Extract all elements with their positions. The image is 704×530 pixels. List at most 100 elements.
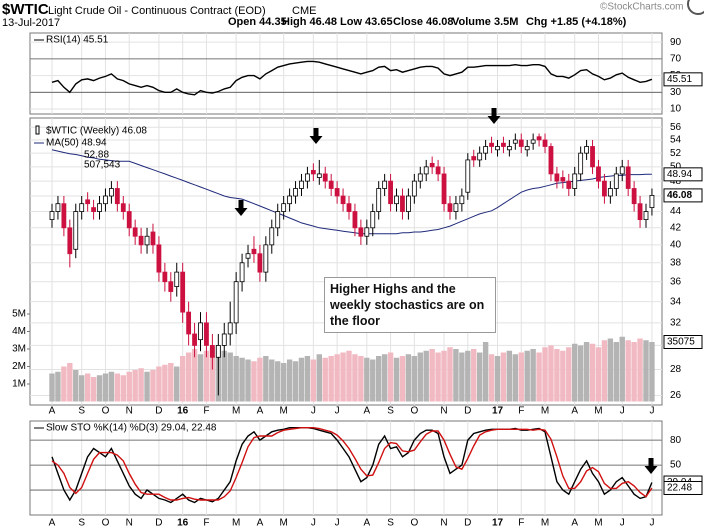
price-last-box <box>663 188 703 203</box>
candle-body <box>382 180 388 189</box>
volume-bar <box>275 361 281 402</box>
volume-bar <box>55 371 61 402</box>
ma-legend: MA(50) 48.94 <box>46 138 107 149</box>
volume-bar <box>352 354 358 402</box>
candle-body <box>97 203 102 212</box>
candle-body <box>400 195 405 212</box>
x-tick-label: D <box>464 406 471 417</box>
candle-body <box>245 253 251 259</box>
x-tick-label: N <box>440 518 447 529</box>
candle-body <box>483 146 489 154</box>
ma-last-label-box <box>663 167 703 182</box>
volume-bar <box>583 342 590 402</box>
candle-body <box>180 271 186 313</box>
candle-body <box>441 173 447 205</box>
x-tick-label: J <box>335 518 340 529</box>
volume-bar <box>316 354 322 402</box>
volume-bar <box>150 370 156 402</box>
quote-item: Close 46.08 <box>393 16 454 28</box>
volume-bar <box>292 361 299 402</box>
volume-tick-label: 1M <box>12 379 26 390</box>
candle-body <box>536 136 542 141</box>
y-tick-label: 90 <box>670 37 682 48</box>
candle-body <box>518 139 524 147</box>
candle-body <box>364 227 370 237</box>
annotation-box: Higher Highs and the weekly stochastics … <box>324 277 496 333</box>
y-tick-label: 70 <box>670 54 682 65</box>
volume-bar <box>471 349 477 402</box>
candle-body <box>251 248 257 255</box>
candle-body <box>619 166 625 175</box>
volume-bar <box>625 340 631 402</box>
ma-last-label: 48.94 <box>667 169 692 180</box>
x-tick-label: M <box>279 406 287 417</box>
volume-bar <box>637 338 643 402</box>
logo <box>687 0 704 15</box>
volume-tick-label: 2M <box>12 361 26 372</box>
candle-body <box>138 235 144 246</box>
candle-body <box>150 231 156 246</box>
y-tick-label: 52 <box>670 148 682 159</box>
last-value-label: 22.48 <box>667 483 692 494</box>
candle-body <box>168 281 174 292</box>
sto-legend: Slow STO %K(14) %D(3) 29.04, 22.48 <box>46 423 217 434</box>
x-tick-label: A <box>49 406 56 417</box>
volume-bar <box>251 361 257 402</box>
volume-bar <box>90 377 97 402</box>
candle-body <box>79 203 85 212</box>
candle-body <box>596 166 601 182</box>
x-tick-label: A <box>571 406 578 417</box>
candle-body <box>649 194 655 208</box>
x-tick-label: S <box>387 518 394 529</box>
volume-bar <box>447 347 453 402</box>
volume-tick-label: 5M <box>12 309 26 320</box>
candle-body <box>590 146 595 168</box>
candle-body <box>215 345 221 358</box>
volume-bar <box>381 354 388 402</box>
candle-body <box>524 146 530 151</box>
candle-body <box>109 188 114 197</box>
x-tick-label: J <box>311 406 316 417</box>
candle-body <box>55 203 61 212</box>
x-tick-label: S <box>78 406 85 417</box>
x-tick-label: 16 <box>177 406 189 417</box>
volume-bar <box>542 347 548 402</box>
volume-bar <box>566 347 572 402</box>
volume-bar <box>334 354 340 402</box>
candle-body <box>126 211 132 229</box>
x-tick-label: A <box>363 518 370 529</box>
candle-body <box>269 227 275 246</box>
arrow <box>234 200 248 216</box>
volume-bar <box>613 342 619 402</box>
volume-tick-label: 3M <box>12 344 26 355</box>
x-tick-label: O <box>410 406 418 417</box>
candle-body <box>287 195 293 205</box>
candle-body <box>453 203 459 212</box>
last-value-label-box <box>663 480 703 495</box>
volume-bar <box>370 359 376 402</box>
candle-body <box>132 227 138 237</box>
x-tick-label: N <box>126 406 133 417</box>
candle-body <box>120 203 126 212</box>
candle-body <box>477 152 483 161</box>
line <box>51 427 653 501</box>
volume-bar <box>79 375 85 402</box>
candle-body <box>299 180 304 189</box>
volume-bar <box>364 357 370 402</box>
x-tick-label: J <box>620 518 625 529</box>
volume-tick-label: 4M <box>12 326 26 337</box>
x-tick-label: A <box>49 518 56 529</box>
volume-bar <box>423 350 429 402</box>
candle-body <box>305 173 310 182</box>
candle-body <box>542 139 548 147</box>
y-tick-label: 36 <box>670 276 682 287</box>
volume-bar <box>411 356 418 402</box>
arrow <box>487 108 501 124</box>
y-tick-label: 30 <box>670 87 682 98</box>
volume-bar <box>536 352 542 402</box>
x-tick-label: D <box>464 518 471 529</box>
x-tick-label: F <box>518 518 524 529</box>
panel <box>29 420 663 516</box>
volume-bar <box>589 343 596 402</box>
candle-body <box>459 195 465 205</box>
